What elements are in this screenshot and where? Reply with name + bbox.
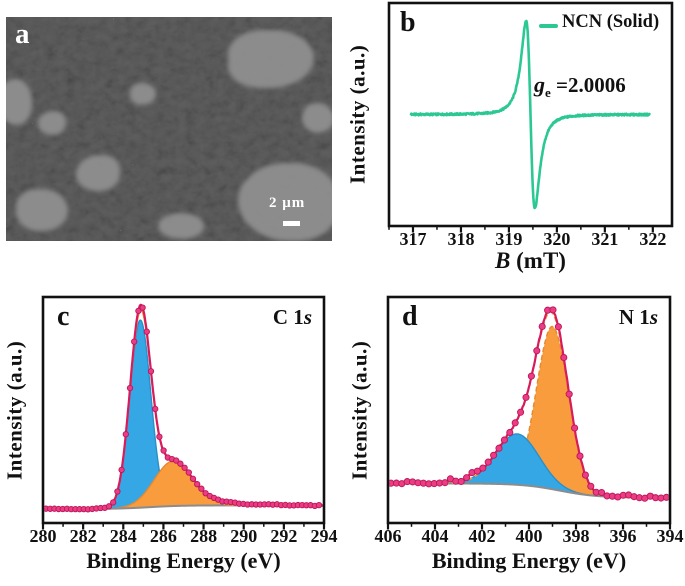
data-point-marker [533, 347, 541, 355]
x-tick-label: 402 [468, 526, 496, 546]
data-point-marker [522, 393, 530, 401]
x-tick-label: 280 [29, 526, 57, 546]
data-point-marker [198, 485, 205, 492]
data-point-marker [538, 322, 546, 331]
data-point-marker [147, 368, 155, 375]
data-point-marker [500, 436, 508, 444]
data-point-marker [581, 471, 589, 479]
legend-label: NCN (Solid) [562, 12, 660, 32]
data-point-marker [484, 458, 492, 466]
data-point-marker [527, 372, 535, 380]
data-point-marker [662, 493, 669, 501]
data-point-marker [571, 424, 579, 432]
data-point-marker [560, 353, 568, 362]
fitted-component-outline [389, 325, 669, 499]
c1s-y-axis-label: Intensity (a.u.) [2, 340, 27, 480]
g-factor-annotation: ge =2.0006 [534, 72, 626, 101]
g-symbol: g [534, 72, 545, 97]
data-point-marker [587, 482, 595, 490]
data-point-marker [495, 444, 503, 452]
panel-d-letter: d [402, 301, 418, 332]
data-point-marker [576, 452, 584, 460]
x-tick-label: 394 [656, 526, 684, 546]
data-point-marker [549, 306, 557, 314]
scale-bar [283, 221, 300, 226]
data-point-marker [473, 467, 481, 475]
sem-micrograph: a 2 μm [6, 17, 332, 241]
epr-y-axis-label: Intensity (a.u.) [345, 44, 370, 185]
data-point-marker [181, 464, 188, 471]
data-point-marker [135, 307, 142, 315]
x-tick-label: 292 [270, 526, 298, 546]
x-tick-label: 288 [190, 526, 218, 546]
data-point-marker [143, 328, 150, 335]
panel-a-letter: a [15, 18, 30, 50]
data-point-marker [185, 469, 192, 476]
data-point-marker [156, 433, 163, 440]
data-point-marker [457, 477, 465, 486]
data-point-marker [126, 384, 134, 392]
data-point-marker [506, 428, 514, 437]
x-tick-label: 396 [609, 526, 637, 546]
data-point-marker [598, 488, 606, 497]
n1s-title: N 1s [618, 305, 658, 329]
data-point-marker [139, 304, 146, 311]
c1s-plot [41, 295, 326, 530]
x-tick-label: 282 [69, 526, 97, 546]
x-tick-label: 286 [149, 526, 177, 546]
epr-plot [387, 1, 674, 233]
c1s-x-axis-label: Binding Energy (eV) [86, 548, 281, 573]
data-point-marker [122, 431, 129, 438]
fitted-component-fill [389, 433, 669, 498]
data-point-marker [463, 474, 471, 482]
x-tick-label: 406 [374, 526, 402, 546]
epr-x-axis-label: B (mT) [495, 248, 566, 273]
x-tick-label: 284 [109, 526, 137, 546]
data-point-marker [189, 475, 197, 482]
data-point-marker [118, 466, 125, 474]
data-point-marker [315, 501, 323, 509]
data-point-marker [110, 499, 117, 506]
legend-line-swatch [539, 24, 558, 28]
data-point-marker [160, 447, 167, 454]
data-point-marker [173, 457, 180, 464]
n1s-y-axis-label: Intensity (a.u.) [347, 340, 372, 480]
n1s-x-axis-label: Binding Energy (eV) [431, 548, 627, 573]
panel-b-letter: b [400, 7, 416, 38]
x-tick-label: 321 [591, 229, 619, 249]
x-tick-label: 320 [543, 229, 571, 249]
c1s-title: C 1s [272, 305, 312, 329]
fitted-component-fill [44, 460, 323, 509]
data-point-marker [152, 405, 159, 413]
data-point-marker [565, 390, 573, 398]
data-point-marker [105, 503, 113, 510]
x-tick-label: 319 [495, 229, 523, 249]
panel-c-letter: c [57, 301, 70, 332]
data-point-marker [131, 338, 138, 345]
x-tick-label: 318 [447, 229, 475, 249]
x-tick-label: 404 [421, 526, 449, 546]
x-tick-label: 294 [310, 526, 338, 546]
x-tick-label: 317 [399, 229, 427, 249]
sem-noise-speckle [6, 17, 332, 241]
n1s-plot [386, 295, 672, 530]
g-subscript: e [545, 85, 551, 101]
data-point-marker [490, 451, 498, 459]
data-point-marker [177, 460, 184, 467]
data-point-marker [554, 323, 562, 331]
x-tick-label: 290 [230, 526, 258, 546]
data-point-marker [441, 479, 449, 487]
x-tick-label: 400 [515, 526, 543, 546]
epr-trace [409, 19, 652, 210]
g-value: =2.0006 [550, 73, 626, 97]
data-point-marker [194, 481, 201, 488]
data-point-marker [479, 464, 487, 472]
data-point-marker [114, 488, 121, 495]
data-point-marker [517, 408, 525, 416]
scale-bar-label: 2 μm [269, 195, 306, 211]
x-tick-label: 322 [639, 229, 667, 249]
x-tick-label: 398 [562, 526, 590, 546]
data-point-marker [511, 419, 519, 427]
